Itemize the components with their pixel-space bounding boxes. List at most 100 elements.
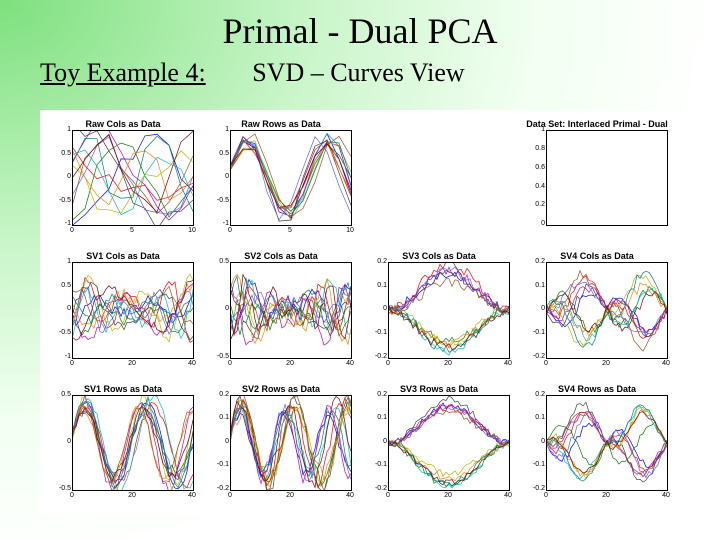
curves-svg	[73, 396, 193, 490]
y-tick-label: -0.2	[367, 353, 387, 360]
x-tick-label: 40	[500, 492, 516, 499]
x-tick-label: 20	[598, 360, 614, 367]
y-tick-label: 0.5	[51, 391, 71, 398]
y-tick-label: 0.2	[525, 391, 545, 398]
chart-panel: SV4 Rows as Data-0.2-0.100.10.202040	[524, 383, 670, 505]
y-tick-label: -0.2	[367, 485, 387, 492]
curves-svg	[389, 396, 509, 490]
plot-area	[546, 262, 668, 358]
curve-line	[73, 131, 193, 220]
chart-panel: SV1 Rows as Data-0.500.502040	[50, 383, 196, 505]
x-tick-label: 10	[184, 227, 200, 234]
curves-svg	[547, 396, 667, 490]
x-tick-label: 20	[598, 492, 614, 499]
curves-svg	[231, 396, 351, 490]
panel-title: Data Set: Interlaced Primal - Dual	[524, 118, 670, 130]
plot-area	[230, 395, 352, 491]
x-tick-label: 5	[124, 227, 140, 234]
y-tick-label: -0.1	[367, 329, 387, 336]
y-tick-label: 0.2	[525, 201, 545, 208]
chart-panel: SV1 Cols as Data-1-0.500.5102040	[50, 250, 196, 372]
y-tick-label: 0.2	[367, 258, 387, 265]
y-tick-label: 0	[209, 173, 229, 180]
panel-title: SV2 Cols as Data	[208, 250, 354, 262]
x-tick-label: 20	[440, 492, 456, 499]
panel-title: Raw Cols as Data	[50, 118, 196, 130]
y-tick-label: 0.8	[525, 145, 545, 152]
y-tick-label: 0.1	[367, 414, 387, 421]
plot-area	[72, 130, 194, 226]
panel-title: Raw Rows as Data	[208, 118, 354, 130]
curve-line	[389, 407, 509, 445]
curve-line	[389, 441, 509, 475]
x-tick-label: 0	[222, 227, 238, 234]
subtitle: Toy Example 4: SVD – Curves View	[0, 52, 720, 90]
y-tick-label: 0	[367, 305, 387, 312]
curves-svg	[231, 263, 351, 357]
x-tick-label: 0	[64, 492, 80, 499]
x-tick-label: 40	[342, 492, 358, 499]
chart-panel	[366, 118, 512, 240]
panel-title: SV1 Rows as Data	[50, 383, 196, 395]
y-tick-label: 0	[525, 438, 545, 445]
y-tick-label: 0.5	[51, 150, 71, 157]
y-tick-label: -0.1	[209, 461, 229, 468]
y-tick-label: 1	[51, 126, 71, 133]
curve-line	[389, 306, 509, 350]
plot-area	[546, 130, 668, 226]
curves-svg	[73, 263, 193, 357]
y-tick-label: -0.2	[525, 353, 545, 360]
curves-svg	[389, 263, 509, 357]
y-tick-label: 0.6	[525, 164, 545, 171]
panel-title: SV3 Cols as Data	[366, 250, 512, 262]
curve-line	[231, 143, 351, 208]
panel-title: SV2 Rows as Data	[208, 383, 354, 395]
chart-panel: SV3 Cols as Data-0.2-0.100.10.202040	[366, 250, 512, 372]
plot-area	[72, 395, 194, 491]
x-tick-label: 20	[124, 492, 140, 499]
y-tick-label: -0.5	[51, 485, 71, 492]
subtitle-left: Toy Example 4:	[40, 58, 206, 88]
y-tick-label: 0.2	[209, 391, 229, 398]
chart-panel: Data Set: Interlaced Primal - Dual 0 0.2 0.…	[524, 118, 670, 240]
x-tick-label: 10	[342, 227, 358, 234]
chart-panel: SV2 Cols as Data-0.500.502040	[208, 250, 354, 372]
y-tick-label: 1	[51, 258, 71, 265]
curve-line	[389, 440, 509, 486]
x-tick-label: 0	[380, 492, 396, 499]
figure-grid: Raw Cols as Data-1-0.500.510510Raw Rows …	[40, 110, 680, 515]
curve-line	[73, 131, 193, 225]
y-tick-label: -0.5	[209, 197, 229, 204]
curve-line	[389, 403, 509, 445]
curve-line	[231, 407, 351, 481]
curve-line	[389, 410, 509, 445]
x-tick-label: 40	[500, 360, 516, 367]
plot-area	[388, 395, 510, 491]
plot-area	[230, 130, 352, 226]
panel-title: SV3 Rows as Data	[366, 383, 512, 395]
x-tick-label: 20	[124, 360, 140, 367]
x-tick-label: 0	[538, 360, 554, 367]
x-tick-label: 20	[440, 360, 456, 367]
curves-svg	[73, 131, 193, 225]
y-tick-label: -0.2	[525, 485, 545, 492]
y-tick-label: -1	[51, 353, 71, 360]
y-tick-label: 0.5	[209, 258, 229, 265]
plot-area	[546, 395, 668, 491]
x-tick-label: 40	[184, 492, 200, 499]
chart-panel: SV4 Cols as Data-0.2-0.100.10.202040	[524, 250, 670, 372]
y-tick-label: 0.1	[525, 414, 545, 421]
curves-svg	[231, 131, 351, 225]
y-tick-label: 0.1	[209, 414, 229, 421]
chart-panel: Raw Cols as Data-1-0.500.510510	[50, 118, 196, 240]
y-tick-label: -0.1	[525, 461, 545, 468]
x-tick-label: 40	[342, 360, 358, 367]
curve-line	[73, 134, 193, 214]
x-tick-label: 40	[184, 360, 200, 367]
x-tick-label: 0	[64, 360, 80, 367]
y-tick-label: 0.4	[525, 183, 545, 190]
y-tick-label: 0	[525, 220, 545, 227]
y-tick-label: 1	[525, 126, 545, 133]
curve-line	[547, 276, 667, 346]
x-tick-label: 0	[538, 492, 554, 499]
